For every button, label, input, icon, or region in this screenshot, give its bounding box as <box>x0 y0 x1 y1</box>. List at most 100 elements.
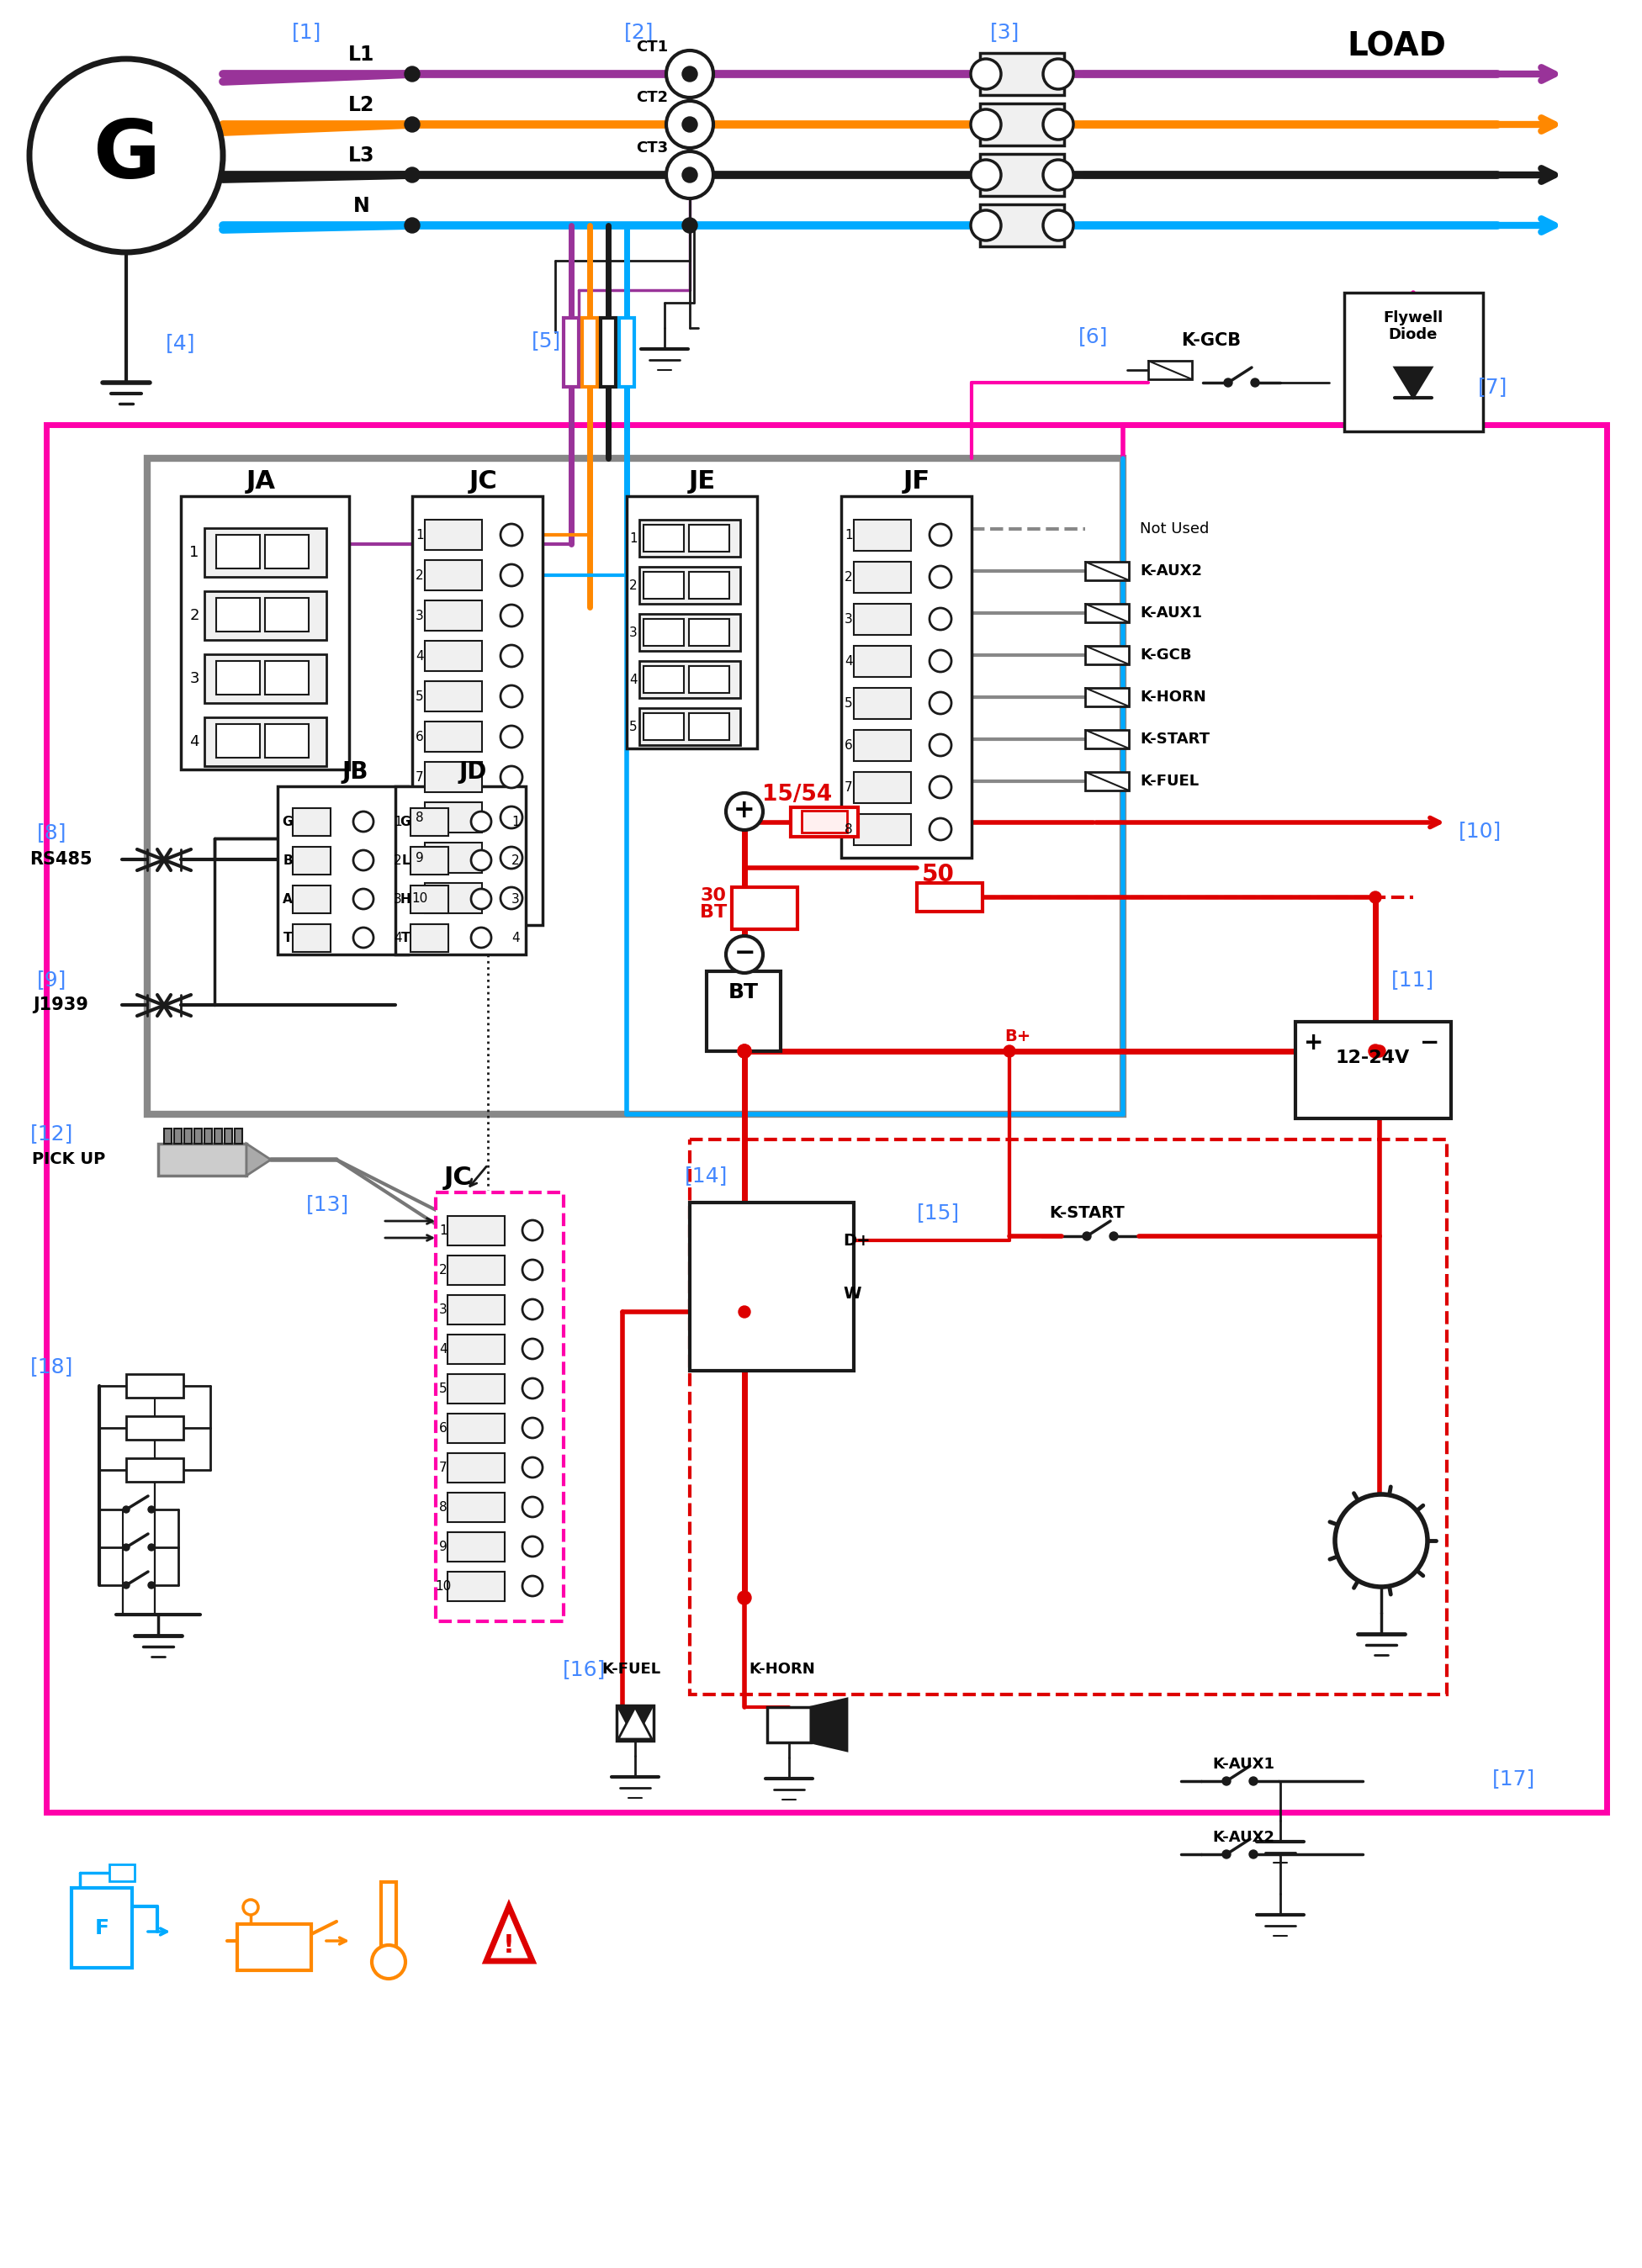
Circle shape <box>1110 1232 1118 1241</box>
Bar <box>184 1129 192 1143</box>
Circle shape <box>929 692 951 714</box>
Text: 50: 50 <box>921 862 954 887</box>
Text: 4: 4 <box>512 932 521 943</box>
Bar <box>126 1458 184 1481</box>
Bar <box>448 1413 504 1442</box>
Text: 1: 1 <box>394 814 402 828</box>
Circle shape <box>929 524 951 547</box>
Text: !: ! <box>502 1935 514 1957</box>
Text: 2: 2 <box>189 608 199 624</box>
Text: [8]: [8] <box>38 823 67 844</box>
Text: RS485: RS485 <box>30 850 92 869</box>
Bar <box>126 1374 184 1397</box>
Text: [4]: [4] <box>166 333 195 354</box>
Circle shape <box>1043 109 1074 141</box>
Bar <box>617 1706 654 1742</box>
Text: Flywell: Flywell <box>1383 311 1443 324</box>
Text: T: T <box>284 932 292 943</box>
Text: 6: 6 <box>844 739 852 751</box>
Bar <box>639 519 741 556</box>
Bar <box>732 887 798 930</box>
Text: 6: 6 <box>415 730 424 744</box>
Text: 3: 3 <box>438 1304 447 1315</box>
Text: 1: 1 <box>512 814 521 828</box>
Text: 4: 4 <box>440 1343 447 1356</box>
Bar <box>217 660 259 694</box>
Text: 1: 1 <box>629 533 637 544</box>
Bar <box>627 497 757 748</box>
Bar <box>435 1193 563 1622</box>
Text: 1: 1 <box>440 1225 447 1236</box>
Bar <box>448 1334 504 1363</box>
Circle shape <box>970 159 1002 191</box>
Text: L3: L3 <box>348 145 374 166</box>
Bar <box>644 667 683 694</box>
Bar <box>854 814 911 846</box>
Circle shape <box>522 1220 542 1241</box>
Circle shape <box>970 59 1002 88</box>
Circle shape <box>1082 1232 1090 1241</box>
Text: 3: 3 <box>415 610 424 621</box>
Text: JF: JF <box>903 469 931 492</box>
Text: Diode: Diode <box>1389 327 1438 342</box>
Circle shape <box>471 812 491 832</box>
Bar <box>425 762 483 792</box>
Text: K-FUEL: K-FUEL <box>1140 773 1199 789</box>
Circle shape <box>522 1338 542 1359</box>
Circle shape <box>1043 211 1074 240</box>
Text: 2: 2 <box>844 572 852 583</box>
Bar <box>410 923 448 953</box>
Circle shape <box>123 1506 130 1513</box>
Circle shape <box>1222 1851 1230 1857</box>
Circle shape <box>929 608 951 631</box>
Circle shape <box>737 1592 750 1603</box>
Text: K-GCB: K-GCB <box>1140 649 1192 662</box>
Bar <box>690 712 729 739</box>
Bar <box>1296 1023 1452 1118</box>
Circle shape <box>353 889 373 909</box>
Text: 7: 7 <box>440 1461 447 1474</box>
Bar <box>204 653 327 703</box>
Circle shape <box>471 889 491 909</box>
Circle shape <box>681 118 698 132</box>
Circle shape <box>522 1259 542 1279</box>
Bar <box>264 660 309 694</box>
Polygon shape <box>1394 367 1432 397</box>
Bar <box>425 803 483 832</box>
Text: L1: L1 <box>348 45 374 66</box>
Circle shape <box>1250 1851 1258 1857</box>
Text: 2: 2 <box>440 1263 447 1277</box>
Circle shape <box>404 218 420 234</box>
Circle shape <box>501 524 522 547</box>
Bar <box>264 723 309 758</box>
Circle shape <box>148 1545 154 1551</box>
Circle shape <box>522 1300 542 1320</box>
Bar <box>381 1882 396 1950</box>
Bar <box>217 535 259 569</box>
Bar <box>854 646 911 676</box>
Polygon shape <box>619 1708 652 1740</box>
Circle shape <box>1222 1776 1230 1785</box>
Text: K-START: K-START <box>1049 1204 1125 1220</box>
Circle shape <box>404 118 420 132</box>
Circle shape <box>1335 1495 1427 1588</box>
Text: [7]: [7] <box>1478 376 1507 397</box>
Bar <box>46 424 1606 1812</box>
Bar <box>448 1216 504 1245</box>
Bar <box>425 844 483 873</box>
Circle shape <box>404 66 420 82</box>
Bar <box>148 458 1123 1114</box>
Bar <box>644 712 683 739</box>
Text: J1939: J1939 <box>33 996 89 1014</box>
Text: 3: 3 <box>512 894 521 905</box>
Bar <box>583 318 598 388</box>
Bar <box>204 592 327 640</box>
Bar <box>1085 730 1130 748</box>
Bar <box>235 1129 243 1143</box>
Text: −: − <box>1420 1032 1440 1055</box>
Circle shape <box>1369 891 1381 903</box>
Circle shape <box>739 1306 750 1318</box>
Bar <box>126 1415 184 1440</box>
Bar <box>854 562 911 592</box>
Text: 9: 9 <box>415 850 424 864</box>
